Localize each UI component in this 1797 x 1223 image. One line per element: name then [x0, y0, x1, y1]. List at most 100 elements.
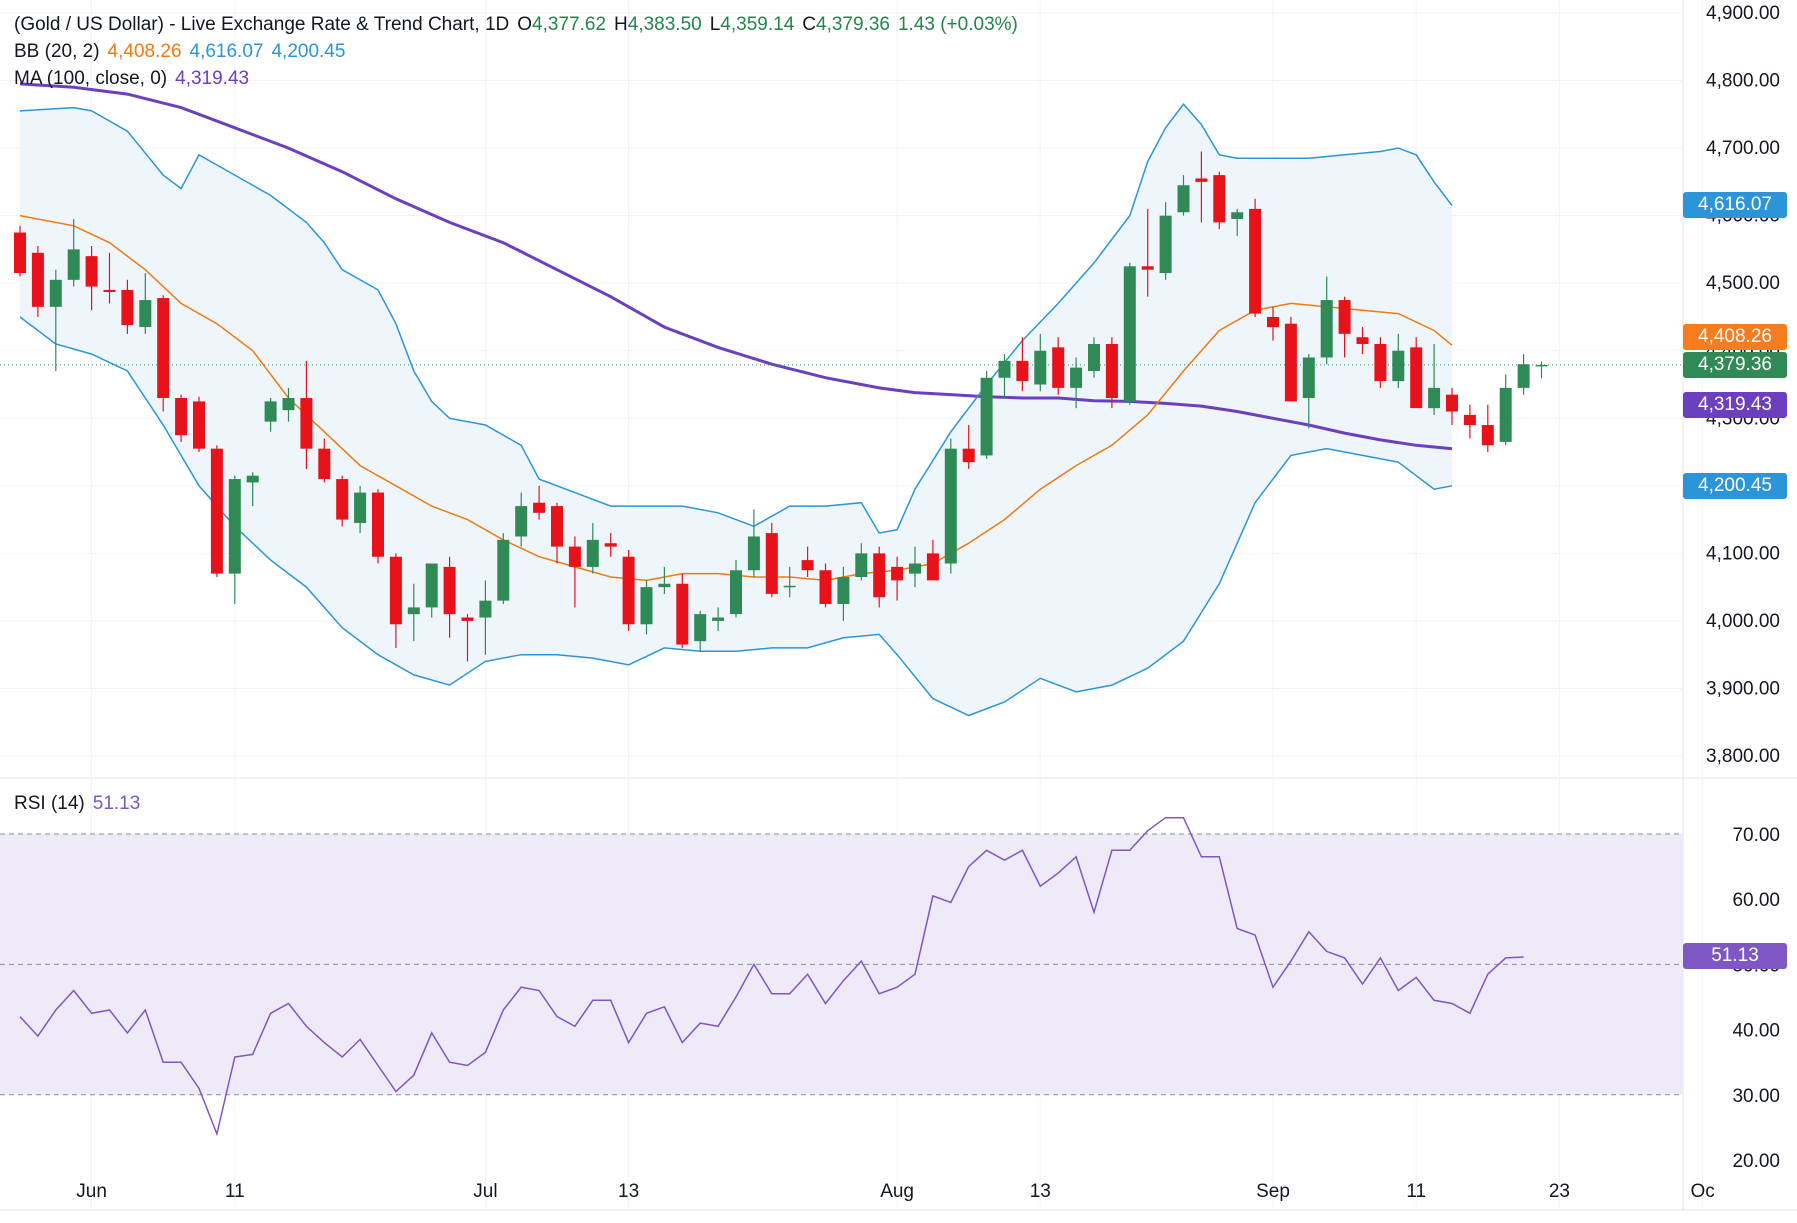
candle-body [461, 617, 474, 621]
close-value: 4,379.36 [816, 14, 890, 35]
candle-body [85, 256, 98, 287]
candle-body [425, 563, 438, 608]
rsi-value: 51.13 [92, 793, 141, 814]
price-tick-label: 4,700.00 [1706, 138, 1780, 159]
candle-body [1338, 300, 1351, 334]
candle-body [1428, 387, 1441, 409]
candle-body [1034, 350, 1047, 385]
candle-body [783, 585, 796, 588]
bb-legend: BB (20, 2) 4,408.26 4,616.07 4,200.45 [14, 41, 353, 63]
candle-body [1123, 266, 1136, 402]
time-tick-label: 11 [225, 1181, 245, 1202]
time-tick-label: 23 [1549, 1181, 1570, 1202]
open-label: O [517, 14, 533, 35]
candle-body [31, 252, 44, 307]
bb-lower-line [19, 316, 1453, 717]
candle-body [1070, 367, 1083, 388]
candle-body [14, 232, 26, 274]
candle-body [1141, 266, 1154, 270]
candle-body [318, 448, 331, 480]
candle-body [1517, 364, 1530, 388]
candle-body [1374, 343, 1387, 382]
candle-body [944, 448, 957, 564]
candle-body [1481, 425, 1494, 446]
candle-body [443, 566, 456, 615]
candle-body [372, 492, 384, 557]
candle-body [730, 570, 742, 615]
time-tick-label: Jul [473, 1181, 497, 1202]
candle-body [837, 577, 850, 605]
candle-body [873, 553, 886, 598]
candle-body [175, 398, 188, 436]
candle-body [891, 566, 904, 581]
candle-body [389, 556, 402, 625]
candle-body [336, 479, 349, 520]
candle-body [1320, 300, 1333, 358]
candle-body [1195, 178, 1208, 182]
candle-body [300, 398, 313, 449]
candle-body [1446, 394, 1458, 412]
price-tick-label: 4,800.00 [1706, 71, 1780, 92]
candle-body [1463, 414, 1476, 426]
candles-group [14, 151, 1548, 662]
last-price-tag: 4,379.36 [1683, 352, 1787, 378]
candle-body [712, 617, 725, 621]
candle-body [49, 279, 62, 307]
low-value: 4,359.14 [720, 14, 795, 35]
ma-value: 4,319.43 [175, 68, 250, 89]
candle-body [1159, 215, 1172, 274]
high-value: 4,383.50 [627, 14, 702, 35]
high-label: H [614, 14, 628, 35]
candle-body [980, 377, 993, 456]
candle-body [1356, 337, 1369, 344]
candle-body [157, 298, 170, 399]
price-tick-label: 3,900.00 [1706, 678, 1780, 699]
candle-body [497, 539, 510, 601]
bb-mid-price-tag: 4,408.26 [1683, 324, 1787, 350]
candle-body [1535, 364, 1548, 367]
candle-body [354, 492, 367, 523]
symbol-title: (Gold / US Dollar) - Live Exchange Rate … [14, 14, 510, 35]
price-tick-label: 4,100.00 [1706, 543, 1780, 564]
ma-legend: MA (100, close, 0) 4,319.43 [14, 68, 257, 90]
bb-lower-value: 4,200.45 [271, 41, 346, 62]
candle-body [121, 289, 134, 326]
bb-label: BB (20, 2) [14, 41, 100, 62]
candle-body [551, 506, 563, 547]
candle-body [1213, 175, 1226, 223]
candle-body [765, 533, 778, 594]
candle-body [479, 600, 492, 618]
candle-body [1249, 208, 1262, 314]
candle-body [103, 289, 116, 292]
rsi-tick-label: 60.00 [1732, 890, 1780, 911]
candle-body [1088, 343, 1100, 371]
time-tick-label: Sep [1256, 1181, 1290, 1202]
candle-body [1016, 360, 1029, 382]
candle-body [1499, 387, 1512, 442]
change-value: 1.43 (+0.03%) [897, 14, 1018, 35]
price-tick-label: 4,900.00 [1706, 3, 1780, 24]
candle-body [515, 506, 528, 537]
candle-body [604, 543, 617, 547]
ma-100-line [19, 82, 1453, 451]
candle-body [1392, 350, 1405, 382]
bb-upper-price-tag: 4,616.07 [1683, 192, 1787, 218]
candle-body [1105, 343, 1118, 399]
low-label: L [709, 14, 721, 35]
rsi-tick-label: 40.00 [1732, 1021, 1780, 1042]
candle-body [819, 570, 832, 605]
candle-body [1231, 212, 1244, 220]
candle-body [747, 536, 760, 571]
candle-body [658, 583, 671, 588]
bb-upper-value: 4,616.07 [189, 41, 264, 62]
rsi-tick-label: 30.00 [1732, 1086, 1780, 1107]
candle-body [246, 475, 259, 483]
time-tick-label: Aug [880, 1181, 914, 1202]
candle-body [282, 398, 295, 411]
price-tick-label: 4,500.00 [1706, 273, 1780, 294]
candle-body [1284, 323, 1297, 402]
candle-body [962, 448, 975, 463]
candle-body [193, 401, 205, 449]
